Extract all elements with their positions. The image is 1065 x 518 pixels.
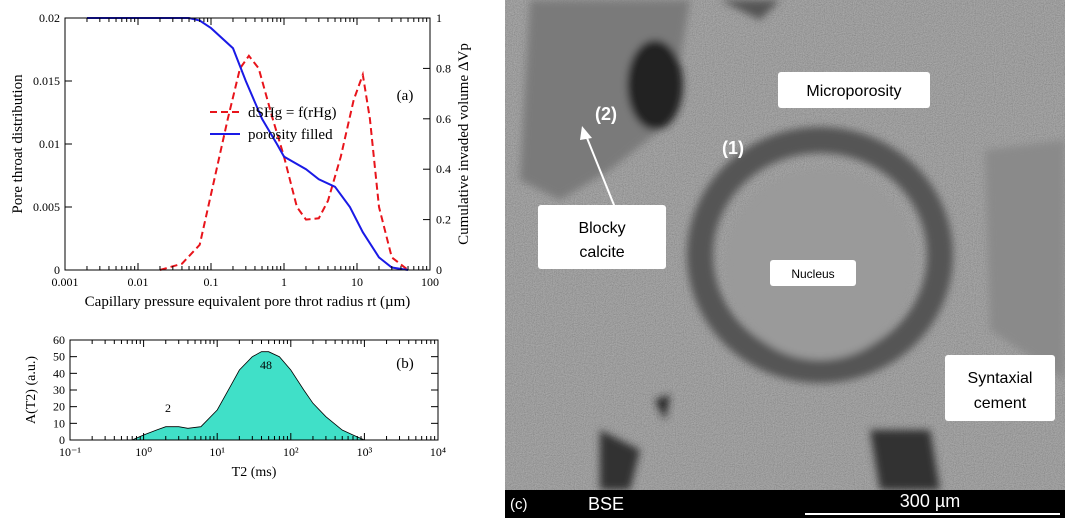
x-tick-label: 10¹ [209, 445, 225, 459]
y-tick-label: 0.01 [39, 137, 60, 151]
x-axis-label: T2 (ms) [232, 465, 277, 480]
y2-tick-label: 0.2 [436, 213, 451, 227]
panel-label: (c) [510, 496, 528, 513]
chart: 10⁻¹ 10⁰ 10¹ 10² 10³ 10⁴ 0 10 20 30 40 50 60 T2 (ms) A… [24, 333, 446, 480]
annotation: 2 [165, 401, 171, 415]
annotation: 48 [260, 358, 272, 372]
x-tick-label: 0.01 [128, 275, 149, 289]
area [132, 351, 365, 441]
x-tick-label: 10³ [357, 445, 373, 459]
label-box [538, 205, 666, 269]
label-syntaxial: Syntaxial [968, 370, 1033, 387]
label-microporosity: Microporosity [806, 83, 901, 100]
x-axis-label: Capillary pressure equivalent pore throt… [85, 294, 411, 310]
y2-tick-label: 1 [436, 11, 442, 25]
x-tick-label: 0.1 [204, 275, 219, 289]
label-site: (1) [722, 138, 744, 158]
y-tick-label: 0.02 [39, 11, 60, 25]
label-nucleus: Nucleus [791, 267, 834, 281]
y-tick-label: 0.015 [33, 74, 60, 88]
label-box [778, 72, 930, 108]
line [87, 17, 409, 271]
y-tick-label: 50 [53, 350, 65, 364]
y-axis-label: A(T2) (a.u.) [24, 356, 39, 424]
y2-tick-label: 0.4 [436, 162, 451, 176]
y-tick-label: 10 [53, 416, 65, 430]
label-box [945, 355, 1055, 421]
y-tick-label: 0 [54, 263, 60, 277]
label-blocky: calcite [579, 244, 624, 261]
label-blocky: Blocky [578, 220, 625, 237]
y-tick-label: 0 [59, 433, 65, 447]
mode-label: BSE [588, 494, 624, 514]
line [159, 54, 409, 271]
annotation: (a) [397, 88, 414, 104]
y2-tick-label: 0.8 [436, 61, 451, 75]
y2-tick-label: 0 [436, 263, 442, 277]
x-tick-label: 10⁴ [430, 445, 446, 459]
scale-label: 300 µm [900, 491, 960, 511]
x-tick-label: 0.001 [52, 275, 79, 289]
x-tick-label: 10⁻¹ [59, 445, 81, 459]
x-tick-label: 10² [283, 445, 299, 459]
chart: 0.001 0.01 0.1 1 10 10000.0050.010.0150.0200.… [10, 11, 472, 310]
legend-label: porosity filled [248, 127, 333, 143]
sem-image: (c) BSE 300 µm Microporosity (1) (2) Blo… [505, 0, 1065, 518]
x-tick-label: 10 [351, 275, 363, 289]
y-axis-label: Pore throat distribution [10, 74, 26, 214]
arrowhead [580, 126, 592, 140]
y-tick-label: 0.005 [33, 200, 60, 214]
y-tick-label: 30 [53, 383, 65, 397]
y-tick-label: 40 [53, 366, 65, 380]
legend-label: dSHg = f(rHg) [248, 105, 336, 121]
y2-axis-label: Cumulative invaded volume ΔVp [456, 43, 472, 245]
arrow [584, 132, 619, 216]
plot-frame [64, 17, 431, 271]
annotation: (b) [396, 356, 414, 372]
x-tick-label: 1 [281, 275, 287, 289]
x-tick-label: 100 [421, 275, 439, 289]
label-box [770, 260, 856, 286]
y2-tick-label: 0.6 [436, 112, 451, 126]
sem-features [520, 0, 1065, 490]
y-tick-label: 20 [53, 400, 65, 414]
y-tick-label: 60 [53, 333, 65, 347]
label-syntaxial: cement [974, 395, 1027, 412]
label-site: (2) [595, 104, 617, 124]
x-tick-label: 10⁰ [135, 445, 152, 459]
